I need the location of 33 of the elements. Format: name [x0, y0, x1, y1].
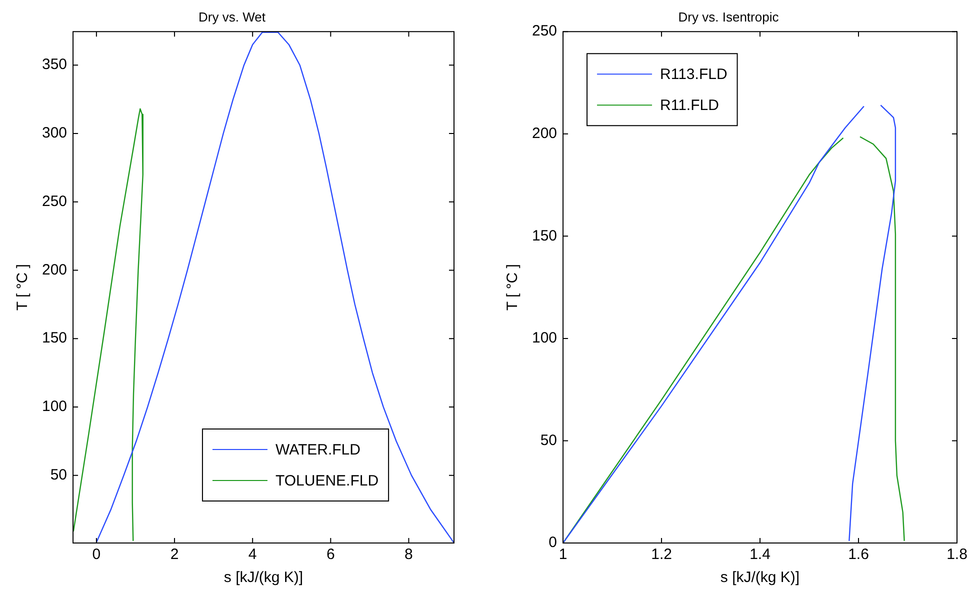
y-tick-label: 150	[532, 227, 558, 244]
y-tick-label: 150	[42, 330, 68, 347]
x-tick-label: 4	[248, 546, 257, 564]
y-tick-label: 0	[548, 534, 558, 552]
y-tick-label: 250	[42, 192, 68, 210]
x-axis-title: s [kJ/(kg K)]	[224, 569, 304, 586]
y-tick-label: 200	[42, 261, 68, 278]
chart-title: Dry vs. Wet	[198, 9, 266, 24]
y-tick-label: 250	[532, 22, 558, 40]
x-tick-label: 2	[170, 546, 179, 564]
chart-title: Dry vs. Isentropic	[678, 9, 780, 24]
x-tick-label: 1.8	[946, 546, 968, 564]
x-tick-label: 8	[404, 546, 413, 564]
y-tick-label: 300	[42, 124, 68, 142]
legend-label: R113.FLD	[660, 66, 728, 84]
x-tick-label: 1.6	[848, 546, 869, 564]
x-tick-label: 1.2	[651, 546, 672, 564]
x-tick-label: 6	[326, 546, 335, 564]
y-tick-label: 200	[532, 125, 558, 142]
x-tick-label: 1	[558, 546, 568, 564]
x-tick-label: 0	[92, 546, 101, 564]
x-tick-label: 1.4	[750, 546, 770, 564]
legend-label: R11.FLD	[660, 97, 720, 114]
legend-label: WATER.FLD	[275, 442, 361, 459]
y-tick-label: 50	[540, 432, 558, 449]
y-tick-label: 100	[532, 330, 558, 347]
y-axis-title: T [ °C ]	[504, 264, 522, 311]
y-tick-label: 100	[42, 398, 68, 416]
y-tick-label: 350	[42, 56, 68, 74]
y-tick-label: 50	[50, 466, 68, 484]
legend-label: TOLUENE.FLD	[275, 472, 379, 490]
y-axis-title: T [ °C ]	[14, 264, 32, 311]
x-axis-title: s [kJ/(kg K)]	[720, 569, 800, 586]
